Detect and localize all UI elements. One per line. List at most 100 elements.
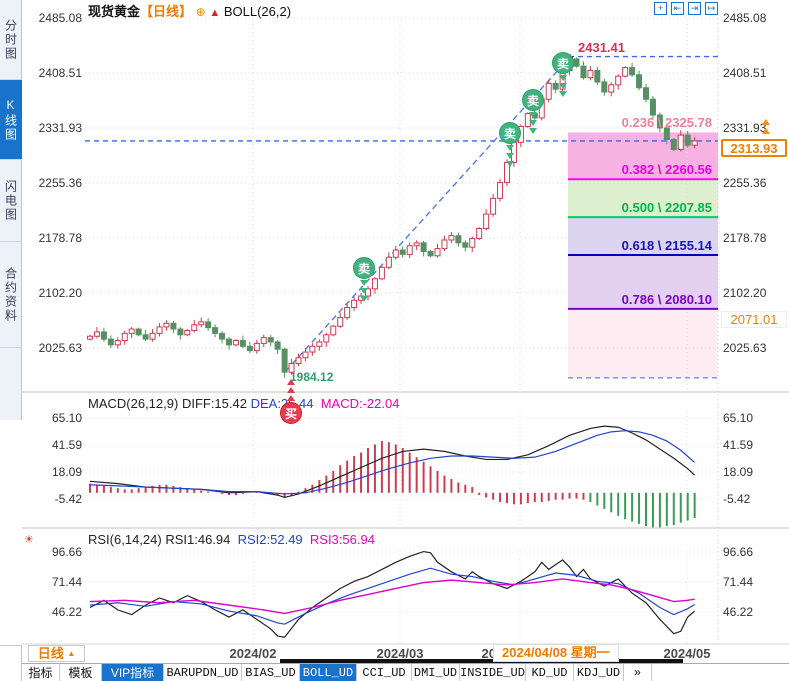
chart-tool-icons: + ⇤ ⇥ ↦	[654, 2, 718, 15]
sidebar-item-4[interactable]: 合约资料	[0, 242, 22, 348]
price-axis-label-left: 2408.51	[38, 65, 82, 80]
toolbar-item-barupdn-ud[interactable]: BARUPDN_UD	[164, 664, 242, 681]
period-selector[interactable]: 日线 ▲	[28, 645, 85, 662]
toolbar-item-kdj-ud[interactable]: KDJ_UD	[574, 664, 624, 681]
price-axis-label-right: 2408.51	[723, 65, 767, 80]
price-axis-label-right: 2178.78	[723, 231, 767, 245]
candle	[184, 329, 191, 336]
crosshair-icon[interactable]: +	[654, 2, 667, 15]
price-axis-label-left: 2485.08	[38, 11, 82, 25]
price-up-arrow-icon	[762, 128, 770, 134]
toolbar-item-模板[interactable]: 模板	[60, 664, 102, 681]
candle	[212, 327, 219, 334]
candle	[594, 69, 601, 83]
fib-level-label: 0.500 \ 2207.85	[621, 200, 712, 216]
candle	[643, 87, 649, 100]
support-price-tag: 2071.01	[721, 311, 787, 328]
corner-cell	[0, 645, 22, 681]
sidebar-item-1[interactable]: 分时图	[0, 0, 22, 80]
buy-arrow-icon	[287, 395, 295, 401]
toolbar-item--[interactable]: »	[624, 664, 652, 681]
sell-signal-marker: 卖	[522, 89, 544, 111]
toolbar-item-dmi-ud[interactable]: DMI_UD	[412, 664, 460, 681]
candle	[476, 228, 483, 240]
candle	[670, 138, 677, 150]
rsi3-value: RSI3:56.94	[309, 532, 375, 547]
x-axis-label: 2024/03	[376, 646, 424, 661]
sell-arrow-icon	[529, 128, 537, 134]
candle	[427, 250, 434, 257]
sell-arrow-icon	[559, 91, 567, 97]
candle	[580, 65, 587, 79]
fit-right-icon[interactable]: ⇥	[688, 2, 701, 15]
candle	[649, 98, 656, 116]
candle	[274, 341, 281, 350]
candle	[636, 74, 643, 89]
buy-signal-marker: 买	[280, 402, 302, 424]
sidebar-item-3[interactable]: 闪电图	[0, 160, 22, 242]
rsi-axis-label-left: 71.44	[51, 574, 82, 589]
candle	[260, 337, 267, 344]
candle	[448, 235, 455, 241]
toolbar-item-指标[interactable]: 指标	[22, 664, 60, 681]
sell-arrow-icon	[360, 280, 368, 286]
toolbar-item-boll-ud[interactable]: BOLL_UD	[300, 664, 357, 681]
candle	[239, 340, 246, 347]
candle	[114, 340, 121, 346]
candle	[344, 307, 351, 319]
x-axis-label: 2024/02	[229, 646, 277, 661]
rsi-title[interactable]: RSI(6,14,24)	[88, 532, 162, 547]
candle	[177, 328, 184, 336]
candle	[267, 337, 274, 343]
toolbar-item-vip指标[interactable]: VIP指标	[102, 664, 164, 681]
fib-level-label: 0.618 \ 2155.14	[621, 237, 712, 253]
toolbar-item-cci-ud[interactable]: CCI_UD	[357, 664, 412, 681]
candle	[545, 82, 552, 100]
boll-indicator-label[interactable]: BOLL(26,2)	[223, 4, 292, 19]
symbol-name: 现货黄金	[88, 4, 141, 19]
period-tag[interactable]: 【日线】	[140, 4, 193, 19]
sell-arrow-icon	[506, 153, 514, 159]
candle	[323, 334, 330, 343]
sell-signal-marker: 卖	[353, 257, 375, 279]
fib-zone	[568, 308, 718, 378]
candle	[288, 363, 295, 373]
candle	[156, 326, 163, 334]
sell-arrow-icon	[360, 288, 368, 294]
toolbar-item-inside-ud[interactable]: INSIDE_UD	[460, 664, 526, 681]
swing-high-annotation: 2431.41	[578, 40, 625, 55]
toolbar-item-kd-ud[interactable]: KD_UD	[526, 664, 574, 681]
candle	[434, 248, 441, 257]
candle	[587, 69, 594, 79]
macd-axis-label-right: 41.59	[723, 437, 754, 452]
fib-level-label: 0.786 \ 2080.10	[621, 291, 712, 307]
candle	[392, 249, 399, 258]
candle	[378, 266, 385, 280]
candle	[656, 114, 663, 129]
candle	[232, 340, 239, 346]
fib-zone	[568, 179, 718, 218]
pan-right-icon[interactable]: ↦	[705, 2, 718, 15]
range-scrollbar	[280, 659, 683, 663]
macd-title[interactable]: MACD(26,12,9)	[88, 396, 179, 411]
rsi-axis-label-left: 46.22	[51, 605, 82, 619]
swing-low-annotation: 1984.12	[290, 370, 334, 384]
candle	[385, 256, 392, 268]
fib-level-label: 0.236 \ 2325.78	[621, 115, 712, 131]
fib-zone	[568, 132, 718, 180]
buy-arrow-icon	[287, 387, 295, 393]
candle	[684, 134, 691, 146]
candle	[246, 345, 253, 352]
sidebar-item-2[interactable]: K线图	[0, 80, 22, 160]
fit-left-icon[interactable]: ⇤	[671, 2, 684, 15]
price-axis-label-right: 2255.36	[723, 175, 767, 190]
rsi2-value: RSI2:52.49	[237, 532, 303, 547]
rsi-settings-icon[interactable]: ☀	[24, 534, 34, 546]
toolbar-item-bias-ud[interactable]: BIAS_UD	[242, 664, 300, 681]
add-indicator-icon[interactable]: ⊕	[195, 5, 206, 19]
price-axis-label-left: 2102.20	[38, 286, 82, 300]
candle	[295, 357, 302, 365]
candle	[309, 345, 316, 353]
sell-arrow-icon	[506, 145, 514, 151]
